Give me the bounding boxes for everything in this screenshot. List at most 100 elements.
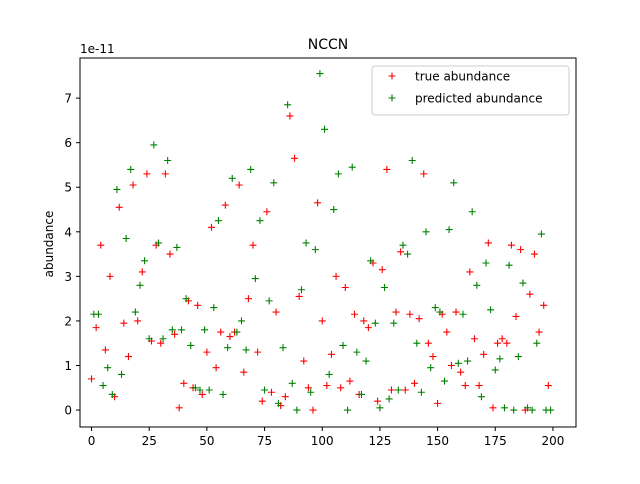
data-point <box>127 165 135 173</box>
data-point <box>429 353 437 361</box>
y-axis-label: abundance <box>42 211 56 278</box>
data-point <box>530 250 538 258</box>
data-point <box>496 355 504 363</box>
data-point <box>161 170 169 178</box>
data-point <box>431 304 439 312</box>
data-point <box>233 328 241 336</box>
y-tick-label: 0 <box>64 404 72 418</box>
data-point <box>351 310 359 318</box>
data-point <box>113 185 121 193</box>
data-point <box>221 201 229 209</box>
data-point <box>436 308 444 316</box>
data-point <box>272 308 280 316</box>
data-point <box>212 364 220 372</box>
data-point <box>321 125 329 133</box>
data-point <box>201 326 209 334</box>
data-point <box>371 319 379 327</box>
data-point <box>198 390 206 398</box>
data-point <box>464 357 472 365</box>
data-point <box>447 362 455 369</box>
data-point <box>254 348 262 356</box>
data-point <box>249 241 257 249</box>
data-point <box>251 275 259 283</box>
data-point <box>482 259 490 267</box>
data-point <box>219 390 227 398</box>
data-point <box>101 346 109 354</box>
data-point <box>175 404 183 412</box>
data-point <box>166 250 174 258</box>
data-point <box>207 223 215 231</box>
data-point <box>318 317 326 325</box>
y-tick-label: 7 <box>64 92 72 106</box>
data-point <box>408 157 416 164</box>
data-point <box>360 317 368 325</box>
data-point <box>265 297 273 305</box>
y-tick-label: 2 <box>64 314 72 328</box>
data-point <box>337 384 345 392</box>
y-tick-label: 4 <box>64 225 72 239</box>
data-point <box>129 181 137 189</box>
x-tick-label: 150 <box>426 434 449 448</box>
series-2 <box>90 70 555 414</box>
data-point <box>494 339 502 347</box>
data-point <box>547 406 555 414</box>
data-point <box>401 386 409 394</box>
data-point <box>196 386 204 394</box>
data-point <box>348 163 356 171</box>
data-point <box>457 368 465 376</box>
data-point <box>124 353 132 361</box>
data-point <box>411 379 419 387</box>
data-point <box>346 377 354 385</box>
data-point <box>182 295 190 303</box>
data-point <box>307 388 315 396</box>
data-point <box>138 268 146 276</box>
data-point <box>466 268 474 276</box>
data-point <box>244 295 252 303</box>
data-point <box>99 382 107 390</box>
x-tick-label: 25 <box>142 434 157 448</box>
data-point <box>247 165 255 173</box>
data-point <box>104 364 112 372</box>
data-point <box>450 179 458 187</box>
data-point <box>544 382 552 390</box>
data-point <box>339 341 347 349</box>
data-point <box>524 404 532 412</box>
data-point <box>503 339 511 347</box>
data-point <box>136 281 144 289</box>
data-point <box>353 348 361 356</box>
data-point <box>284 101 292 109</box>
data-point <box>399 241 407 249</box>
data-point <box>376 404 384 412</box>
legend-label: true abundance <box>415 70 510 84</box>
data-point <box>256 217 264 225</box>
marks-layer <box>88 70 555 414</box>
data-point <box>286 112 294 120</box>
data-point <box>385 395 393 403</box>
data-point <box>309 406 317 414</box>
x-tick-label: 175 <box>484 434 507 448</box>
data-point <box>178 326 186 334</box>
data-point <box>505 261 513 269</box>
data-point <box>274 399 282 407</box>
data-point <box>422 228 430 236</box>
data-point <box>94 310 102 318</box>
data-point <box>540 301 548 309</box>
data-point <box>507 241 515 249</box>
data-point <box>323 382 331 390</box>
data-point <box>489 404 497 412</box>
data-point <box>187 341 195 349</box>
data-point <box>374 397 382 405</box>
data-point <box>406 310 414 318</box>
data-point <box>258 397 266 405</box>
data-point <box>108 390 116 398</box>
data-point <box>480 350 488 358</box>
data-point <box>224 344 232 352</box>
data-point <box>445 226 453 234</box>
data-point <box>378 266 386 274</box>
data-point <box>519 279 527 287</box>
y-tick-label: 3 <box>64 270 72 284</box>
data-point <box>150 141 158 149</box>
y-tick-label: 5 <box>64 181 72 195</box>
data-point <box>141 257 149 265</box>
